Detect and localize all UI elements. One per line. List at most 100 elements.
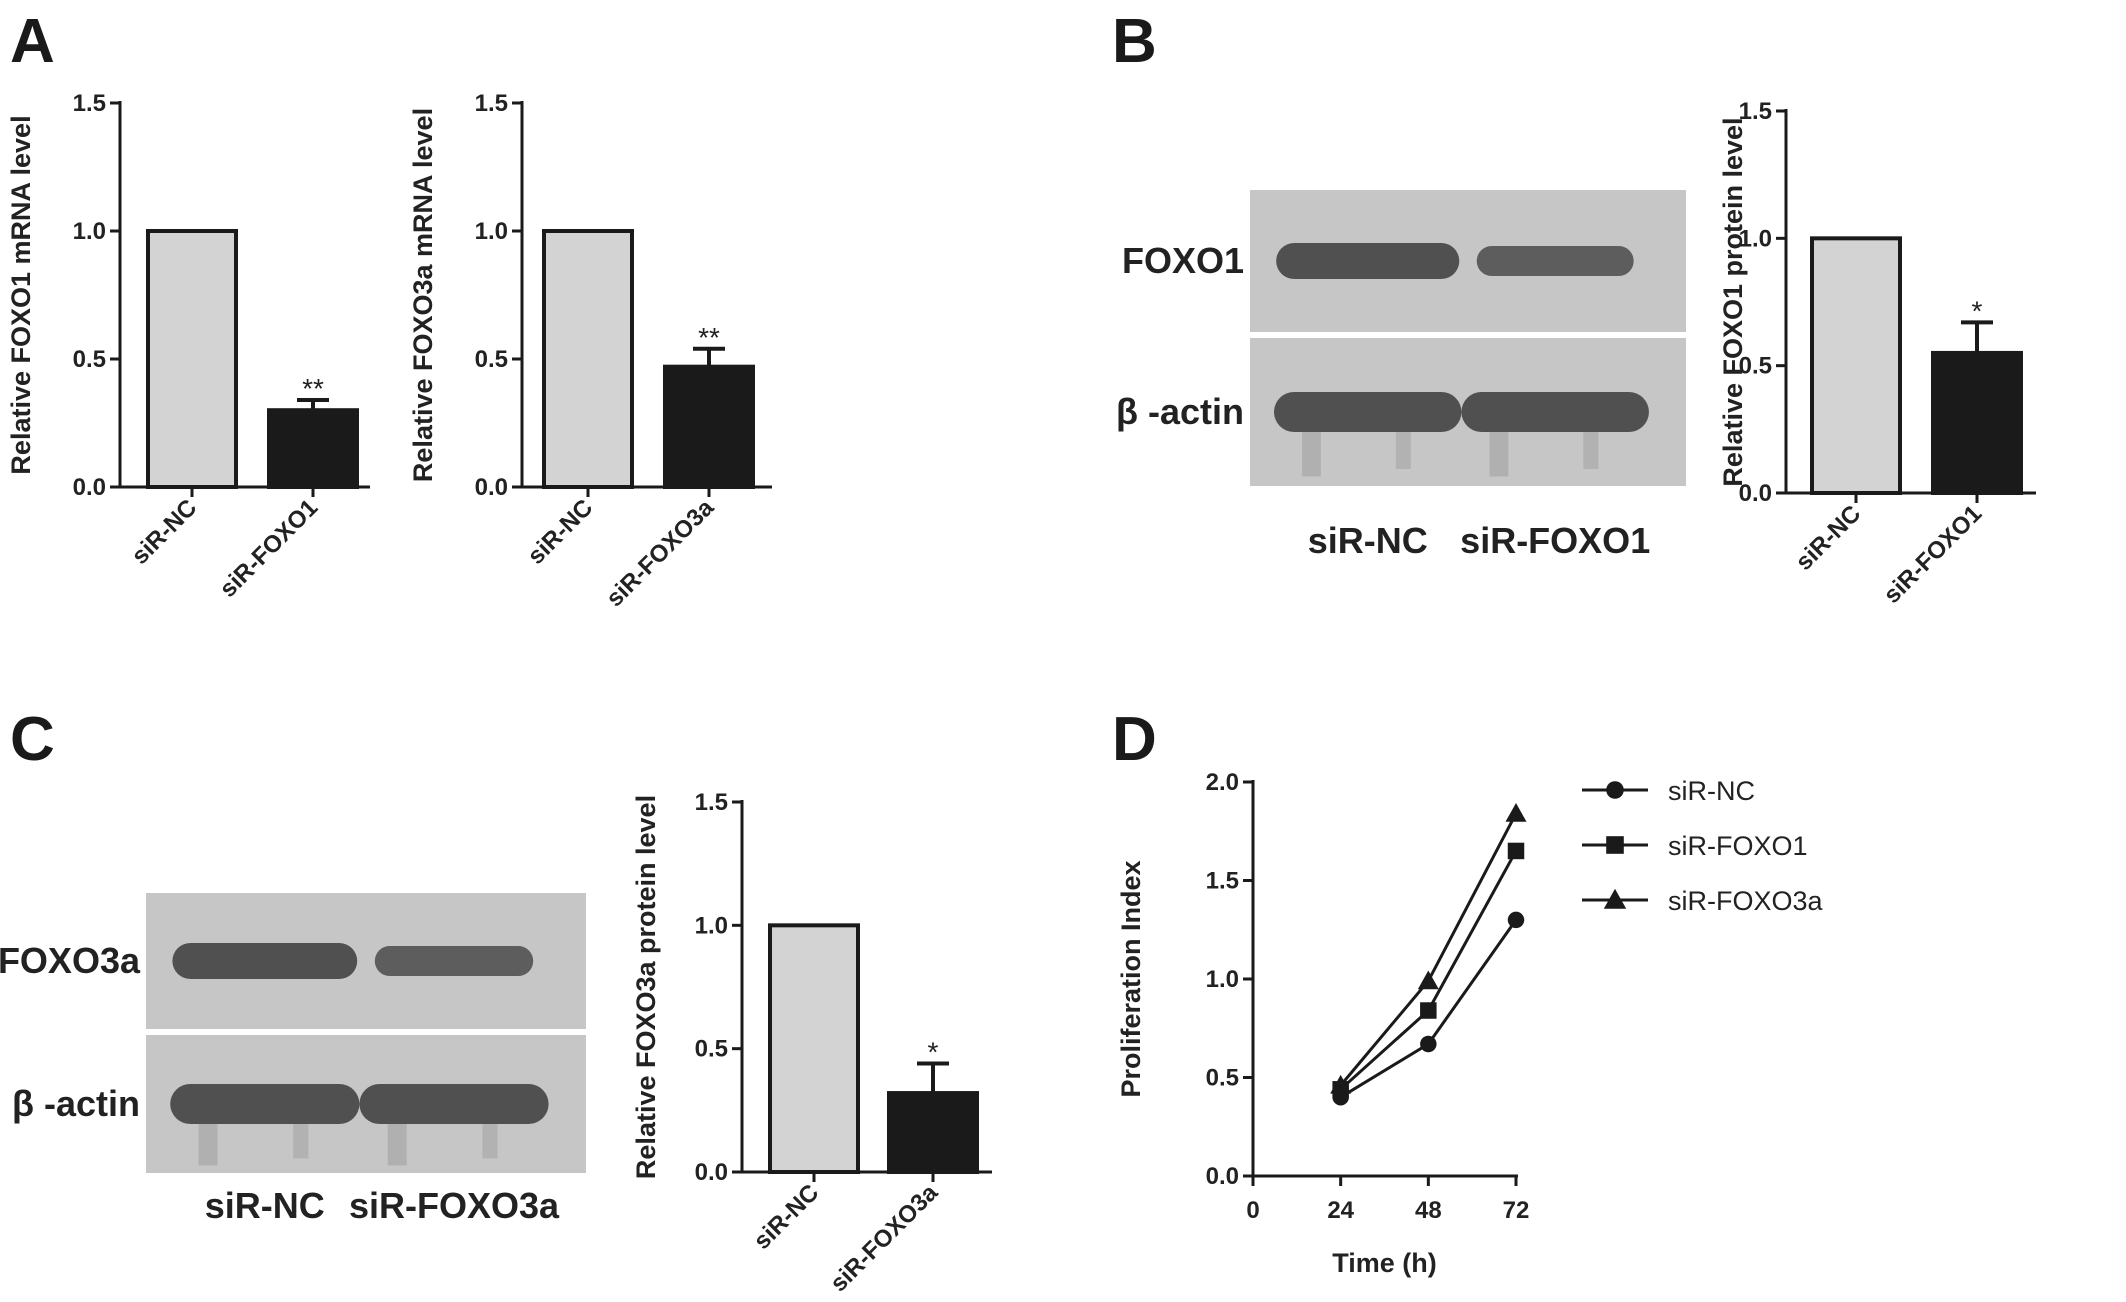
panel-letter-b: B [1112, 7, 1157, 76]
blot-smear [293, 1124, 309, 1159]
y-tick-label: 0.5 [1206, 1065, 1239, 1092]
blot-smear [1489, 432, 1509, 477]
y-tick-label: 0.5 [695, 1036, 728, 1063]
blot-lane-label: siR-NC [205, 1185, 325, 1226]
y-tick-label: 0.5 [475, 346, 508, 373]
data-point-square [1507, 842, 1525, 860]
category-label: siR-NC [127, 494, 203, 570]
bar-control [1810, 236, 1902, 495]
bar-treatment [1931, 350, 2023, 495]
bar-chart-foxo3a-mrna: 0.0 0.5 1.0 1.5 Relative FOXO3a mRNA level si… [408, 90, 772, 612]
blot-smear [198, 1124, 218, 1166]
y-tick-label: 1.0 [475, 218, 508, 245]
data-point-triangle [1505, 803, 1527, 822]
legend-marker-square [1606, 836, 1624, 854]
category-label: siR-FOXO1 [1879, 500, 1988, 609]
y-tick-label: 1.0 [73, 218, 106, 245]
y-tick-label: 0.0 [1739, 480, 1772, 507]
y-tick-label: 1.5 [1739, 98, 1772, 125]
y-tick-label: 1.0 [1739, 225, 1772, 252]
bar-control [146, 229, 238, 489]
blot-smear [387, 1124, 407, 1166]
data-point-triangle [1330, 1074, 1352, 1094]
category-label: siR-NC [749, 1179, 825, 1255]
category-label: siR-FOXO3a [601, 494, 720, 613]
blot-band [374, 946, 534, 976]
y-tick-label: 0.0 [475, 474, 508, 501]
y-axis-title: Proliferation Index [1116, 860, 1146, 1097]
legend-label: siR-FOXO3a [1668, 886, 1824, 916]
category-label: siR-NC [523, 494, 599, 570]
blot-lane-label: siR-FOXO1 [1460, 520, 1650, 561]
blot-band [1461, 392, 1649, 432]
blot-row-label: FOXO3a [0, 940, 141, 981]
blot-band [172, 943, 358, 979]
blot-lane-label: siR-FOXO3a [349, 1185, 560, 1226]
bar-treatment [267, 408, 359, 490]
data-point-circle [1420, 1035, 1437, 1053]
y-axis-title: Relative FOXO1 mRNA level [6, 115, 36, 474]
y-tick-label: 1.5 [73, 90, 106, 117]
bar-chart-foxo3a-protein: 0.0 0.5 1.0 1.5 Relative FOXO3a protein leve… [631, 789, 992, 1297]
y-axis-title: Relative FOXO1 protein level [1718, 117, 1748, 486]
panel-letter-a: A [10, 7, 55, 76]
y-tick-label: 1.5 [695, 789, 728, 816]
y-tick-label: 0.0 [695, 1159, 728, 1186]
y-tick-label: 1.0 [695, 912, 728, 939]
blot-row-label: FOXO1 [1122, 240, 1244, 281]
category-label: siR-FOXO1 [215, 494, 324, 603]
y-tick-label: 1.5 [1206, 868, 1239, 895]
blot-smear [482, 1124, 498, 1159]
y-tick-label: 1.5 [475, 90, 508, 117]
blot-row-label: β -actin [12, 1083, 140, 1124]
western-blot-foxo1: FOXO1 β -actin siR-NC siR-FOXO1 [1116, 190, 1686, 561]
panel-letter-d: D [1112, 705, 1157, 774]
category-label: siR-FOXO3a [825, 1179, 944, 1298]
bar-control [768, 923, 860, 1174]
blot-band [170, 1084, 360, 1124]
y-tick-label: 0.0 [1206, 1163, 1239, 1190]
y-tick-label: 2.0 [1206, 769, 1239, 796]
x-axis-title: Time (h) [1332, 1248, 1437, 1278]
significance-label: ** [698, 322, 720, 353]
x-tick-label: 0 [1246, 1197, 1259, 1224]
legend-label: siR-FOXO1 [1668, 831, 1808, 861]
significance-label: ** [302, 373, 324, 404]
blot-band [1476, 246, 1634, 276]
significance-label: * [928, 1036, 939, 1067]
significance-label: * [1972, 295, 1983, 326]
x-tick-label: 24 [1327, 1197, 1354, 1224]
legend-label: siR-NC [1668, 776, 1755, 806]
line-chart-proliferation: 0.0 0.5 1.0 1.5 2.0 0 24 48 72 Time (h) Proliferat… [1116, 769, 1824, 1278]
panel-letter-c: C [10, 705, 55, 774]
bar-control [542, 229, 634, 489]
category-label: siR-NC [1791, 500, 1867, 576]
data-point-triangle [1417, 970, 1439, 990]
blot-smear [1583, 432, 1599, 469]
bar-treatment [887, 1091, 979, 1174]
y-tick-label: 0.0 [73, 474, 106, 501]
bar-treatment [663, 364, 755, 489]
bar-chart-foxo1-mrna: 0.0 0.5 1.0 1.5 Relative FOXO1 mRNA level siR… [6, 90, 370, 603]
y-axis-title: Relative FOXO3a protein level [631, 795, 661, 1179]
blot-band [1273, 392, 1462, 432]
y-tick-label: 0.5 [1739, 353, 1772, 380]
blot-row-label: β -actin [1116, 391, 1244, 432]
y-axis-title: Relative FOXO3a mRNA level [408, 108, 438, 482]
legend-marker-triangle [1603, 888, 1627, 909]
blot-smear [1302, 432, 1321, 477]
legend-marker-circle [1606, 781, 1624, 799]
data-point-square [1420, 1002, 1437, 1019]
blot-smear [1395, 432, 1411, 469]
blot-band [1276, 243, 1460, 279]
y-tick-label: 1.0 [1206, 966, 1239, 993]
blot-lane-label: siR-NC [1308, 520, 1428, 561]
data-point-circle [1507, 911, 1525, 929]
blot-band [359, 1084, 549, 1124]
x-tick-label: 72 [1503, 1197, 1530, 1224]
western-blot-foxo3a: FOXO3a β -actin siR-NC siR-FOXO3a [0, 893, 586, 1226]
y-tick-label: 0.5 [73, 346, 106, 373]
x-tick-label: 48 [1415, 1197, 1442, 1224]
